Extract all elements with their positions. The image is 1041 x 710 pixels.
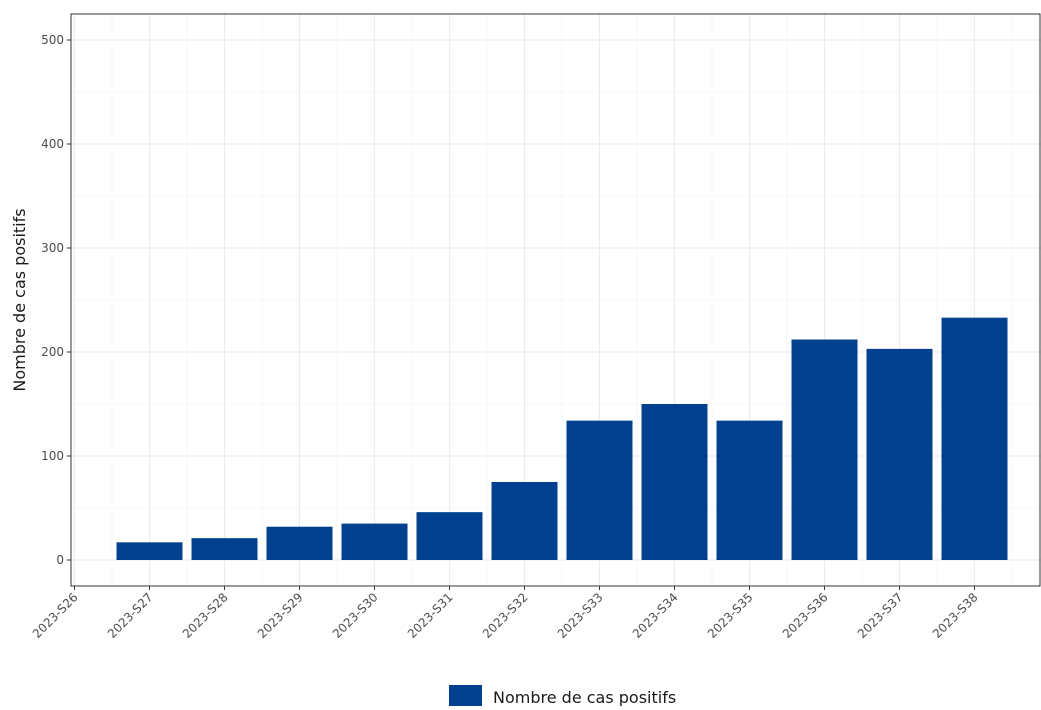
bars <box>116 317 1008 560</box>
grid-lines <box>71 14 1041 586</box>
bar <box>866 348 933 560</box>
y-tick-label: 0 <box>56 553 64 567</box>
y-tick-label: 500 <box>41 33 64 47</box>
bar <box>191 538 258 560</box>
x-tick-label: 2023-S34 <box>630 590 681 641</box>
bar <box>341 523 408 560</box>
x-tick-label: 2023-S38 <box>930 590 981 641</box>
bar <box>491 482 558 560</box>
legend-key <box>449 685 482 706</box>
x-tick-label: 2023-S36 <box>780 590 831 641</box>
bar <box>266 526 333 560</box>
x-tick-label: 2023-S33 <box>555 590 606 641</box>
legend-label: Nombre de cas positifs <box>493 688 676 706</box>
y-tick-label: 200 <box>41 345 64 359</box>
x-tick-label: 2023-S31 <box>405 590 456 641</box>
bar <box>641 404 708 560</box>
bar <box>566 420 633 560</box>
x-tick-label: 2023-S37 <box>855 590 906 641</box>
y-axis-title: Nombre de cas positifs <box>10 208 29 391</box>
y-tick-label: 100 <box>41 449 64 463</box>
x-tick-label: 2023-S35 <box>705 590 756 641</box>
x-tick-label: 2023-S27 <box>105 590 156 641</box>
x-tick-label: 2023-S26 <box>30 590 81 641</box>
bar <box>941 317 1008 560</box>
legend: Nombre de cas positifs <box>449 685 676 707</box>
panel-border <box>70 13 1041 587</box>
y-axis: 0 100 200 300 400 500 <box>41 33 71 567</box>
x-tick-label: 2023-S29 <box>255 590 306 641</box>
x-tick-label: 2023-S30 <box>330 590 381 641</box>
x-tick-label: 2023-S32 <box>480 590 531 641</box>
x-axis: 2023-S26 2023-S27 2023-S28 2023-S29 2023-S30… <box>30 586 981 641</box>
x-tick-label: 2023-S28 <box>180 590 231 641</box>
bar <box>416 512 483 560</box>
y-tick-label: 400 <box>41 137 64 151</box>
y-tick-label: 300 <box>41 241 64 255</box>
bar <box>116 542 183 560</box>
bar <box>716 420 783 560</box>
bar <box>791 339 858 560</box>
